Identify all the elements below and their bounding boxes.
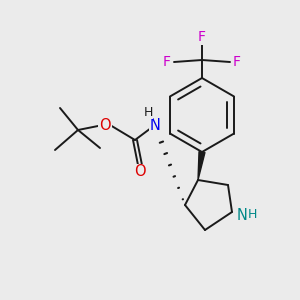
Text: O: O <box>99 118 111 133</box>
Text: F: F <box>233 55 241 69</box>
Text: O: O <box>134 164 146 179</box>
Text: H: H <box>143 106 153 118</box>
Text: F: F <box>163 55 171 69</box>
Text: N: N <box>150 118 160 133</box>
Text: N: N <box>237 208 248 223</box>
Text: H: H <box>247 208 257 221</box>
Text: F: F <box>198 30 206 44</box>
Polygon shape <box>198 152 205 180</box>
